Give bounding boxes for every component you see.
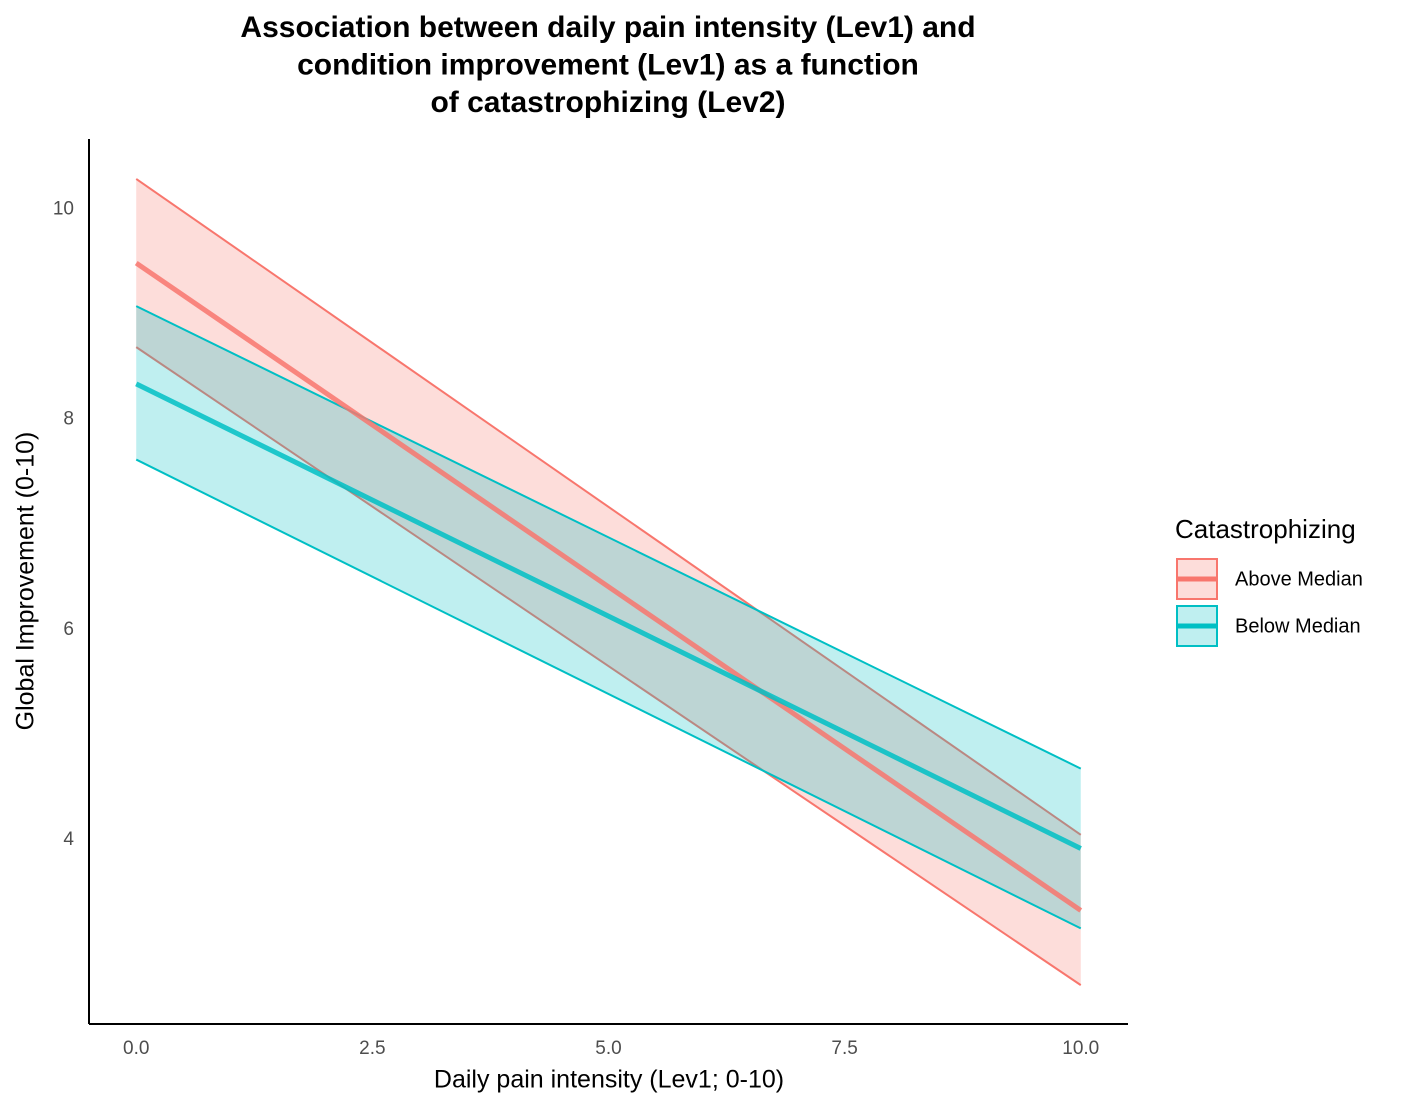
fit-line [134,260,1083,913]
chart-title: condition improvement (Lev1) as a functi… [297,48,919,81]
chart-title: Association between daily pain intensity… [240,11,975,44]
chart-title: of catastrophizing (Lev2) [430,86,785,119]
confidence-band [136,178,1081,986]
band-edge [135,458,1082,930]
x-tick-label: 5.0 [595,1038,621,1059]
band-edge [135,346,1082,986]
x-tick-label: 2.5 [359,1038,385,1059]
x-tick-label: 10.0 [1062,1038,1099,1059]
y-tick-label: 8 [63,409,74,430]
y-axis-title: Global Improvement (0-10) [12,432,40,731]
legend-title: Catastrophizing [1175,514,1356,544]
y-tick-label: 4 [63,829,74,850]
y-tick-label: 6 [63,619,74,640]
legend-label: Below Median [1235,615,1361,637]
legend-label: Above Median [1235,568,1363,590]
x-axis-title: Daily pain intensity (Lev1; 0-10) [434,1066,784,1094]
x-tick-label: 7.5 [831,1038,857,1059]
band-edge [135,305,1082,770]
band-edge [135,178,1082,836]
fit-line [135,381,1082,851]
y-tick-label: 10 [53,198,74,219]
x-tick-label: 0.0 [123,1038,149,1059]
